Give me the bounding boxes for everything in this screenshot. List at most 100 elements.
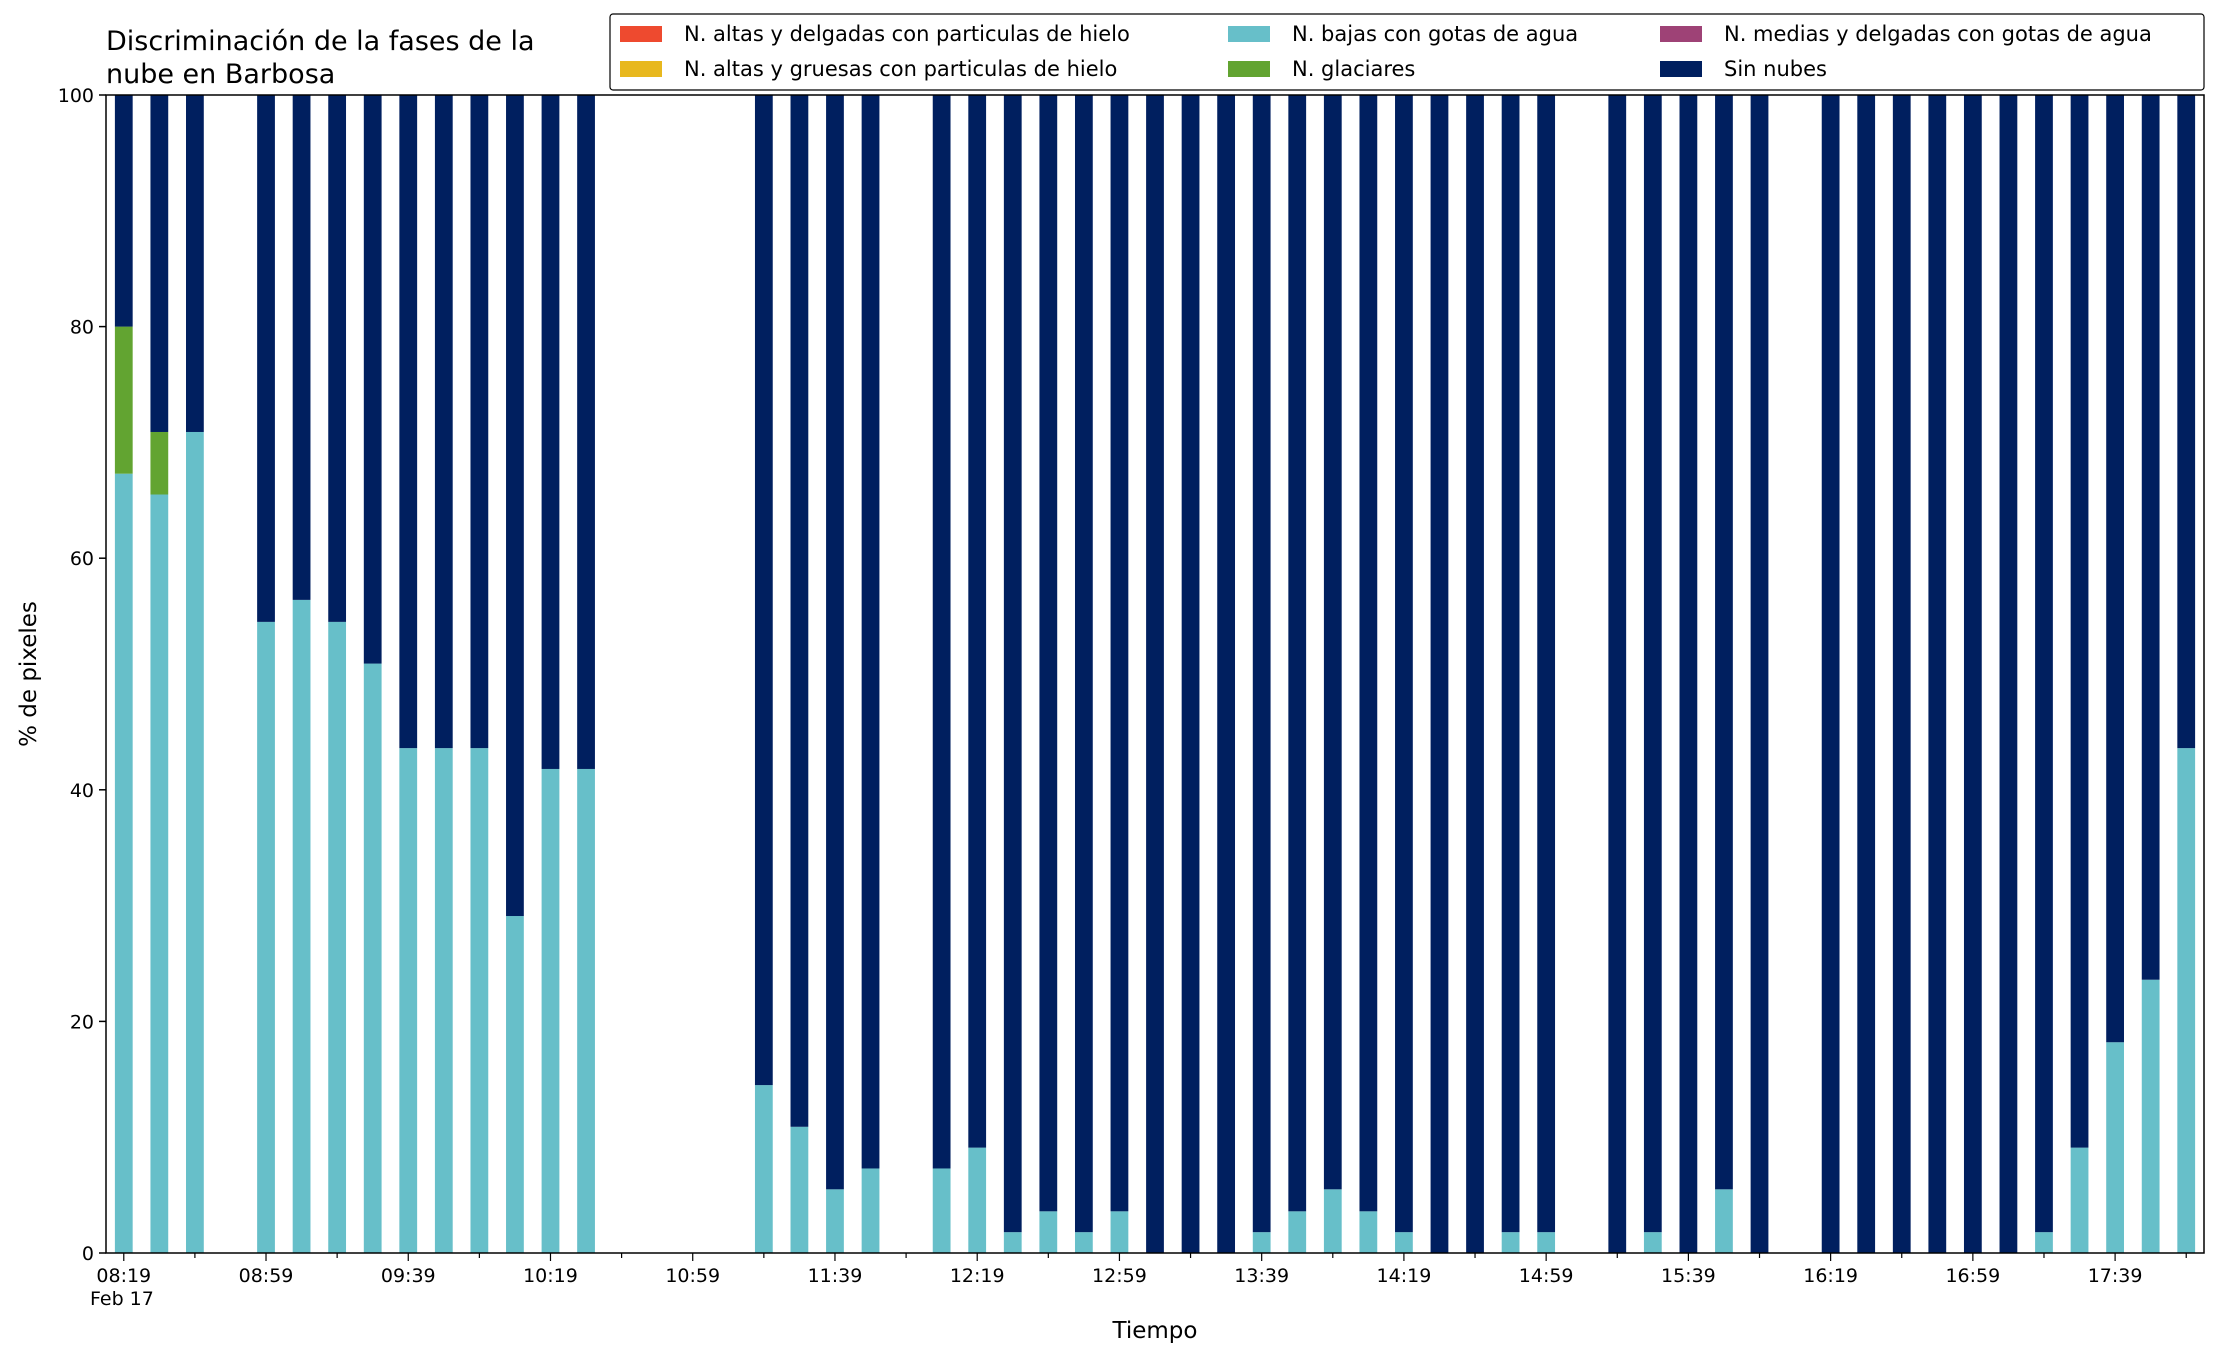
legend-label-clear: Sin nubes <box>1724 57 1827 81</box>
x-tick-label-1019: 10:19 <box>523 1265 578 1287</box>
bar-segment-water_low-1229 <box>1003 1232 1022 1253</box>
chart-title-line-1: Discriminación de la fases de la <box>106 26 535 57</box>
bar-segment-water_low-1119 <box>754 1085 773 1253</box>
bar-segment-clear-1709 <box>1999 95 2018 1253</box>
bar-segment-clear-1419 <box>1395 95 1413 1233</box>
bar-segment-clear-1719 <box>2035 95 2053 1233</box>
legend-swatch-mid_thin <box>1660 26 1702 42</box>
legend-swatch-ice_thick <box>620 61 662 77</box>
bar-segment-clear-1529 <box>1643 95 1662 1233</box>
y-tick-label-100: 100 <box>58 85 94 107</box>
chart-title: Discriminación de la fases de la nube en… <box>106 26 535 90</box>
bar-segment-clear-0949 <box>434 95 453 749</box>
y-tick-label-80: 80 <box>70 317 94 339</box>
bar-segment-water_low-1759 <box>2177 748 2196 1253</box>
bar-segment-water_low-1549 <box>1715 1189 1733 1253</box>
bar-segment-clear-1339 <box>1252 95 1271 1233</box>
legend-label-water_low: N. bajas con gotas de agua <box>1292 22 1578 46</box>
bar-segment-water_low-0819 <box>114 473 133 1253</box>
bar-segment-water_low-1259 <box>1110 1211 1129 1253</box>
bar-segment-water_low-1139 <box>826 1189 844 1253</box>
bar-segment-clear-0819 <box>114 95 133 327</box>
bar-segment-water_low-1219 <box>968 1147 987 1253</box>
bar-segment-clear-1209 <box>932 95 951 1169</box>
bar-segment-clear-1149 <box>861 95 880 1169</box>
bar-segment-clear-1659 <box>1963 95 1982 1253</box>
bar-segment-clear-0829 <box>150 95 169 432</box>
bar-segment-clear-0929 <box>363 95 382 664</box>
bar-segment-clear-1549 <box>1715 95 1733 1190</box>
bar-segment-clear-1359 <box>1323 95 1342 1190</box>
legend-label-ice_thick: N. altas y gruesas con particulas de hie… <box>684 57 1117 81</box>
x-tick-label-1339: 13:39 <box>1234 1265 1289 1287</box>
bar-segment-clear-1539 <box>1679 95 1698 1253</box>
bar-segment-clear-1129 <box>790 95 809 1127</box>
bar-segment-water_low-0939 <box>399 748 418 1253</box>
bar-segment-water_low-1019 <box>541 768 560 1253</box>
legend: N. altas y delgadas con particulas de hi… <box>609 13 2205 91</box>
bar-segment-water_low-1249 <box>1074 1232 1093 1253</box>
bar-segment-water_low-0859 <box>257 621 275 1253</box>
bar-segment-clear-1259 <box>1110 95 1129 1212</box>
bar-segment-water_low-1149 <box>861 1168 880 1253</box>
bar-segment-water_low-1729 <box>2070 1147 2089 1253</box>
bar-segment-clear-1729 <box>2070 95 2089 1148</box>
legend-label-mid_thin: N. medias y delgadas con gotas de agua <box>1724 22 2152 46</box>
bar-segment-clear-1519 <box>1608 95 1627 1253</box>
plot-frame <box>105 94 2205 1254</box>
bar-segment-clear-0859 <box>257 95 275 622</box>
bar-segment-water_low-0919 <box>328 621 347 1253</box>
legend-swatch-glacier <box>1228 61 1270 77</box>
bar-segment-clear-1459 <box>1537 95 1556 1233</box>
chart-title-line-2: nube en Barbosa <box>106 59 335 90</box>
legend-swatch-water_low <box>1228 26 1270 42</box>
bar-segment-water_low-0959 <box>470 748 489 1253</box>
legend-frame <box>609 13 2205 91</box>
bar-segment-clear-1029 <box>577 95 595 769</box>
bar-segment-clear-1229 <box>1003 95 1022 1233</box>
bar-segment-clear-0959 <box>470 95 489 749</box>
x-tick-label-1739: 17:39 <box>2088 1265 2143 1287</box>
y-tick-label-0: 0 <box>82 1243 94 1265</box>
bar-segment-clear-1019 <box>541 95 560 769</box>
bar-segment-water_low-1739 <box>2106 1042 2124 1253</box>
legend-swatch-ice_thin <box>620 26 662 42</box>
bar-segment-clear-1429 <box>1430 95 1449 1253</box>
bar-segment-water_low-0829 <box>150 494 169 1253</box>
bar-segment-glacier-0819 <box>114 326 133 474</box>
bar-segment-clear-1219 <box>968 95 987 1148</box>
x-tick-label-1539: 15:39 <box>1661 1265 1716 1287</box>
x-axis-label: Tiempo <box>1112 1318 1198 1344</box>
x-tick-label-0859: 08:59 <box>239 1265 294 1287</box>
bar-segment-clear-0939 <box>399 95 418 749</box>
bar-segment-clear-1629 <box>1857 95 1876 1253</box>
x-tick-label-1619: 16:19 <box>1803 1265 1858 1287</box>
bar-segment-water_low-1339 <box>1252 1232 1271 1253</box>
x-tick-label-1139: 11:39 <box>808 1265 863 1287</box>
bar-segment-clear-1639 <box>1892 95 1911 1253</box>
bar-segment-water_low-0839 <box>186 431 204 1254</box>
bar-segment-clear-1759 <box>2177 95 2196 749</box>
y-tick-label-40: 40 <box>70 780 94 802</box>
bar-segment-water_low-1029 <box>577 768 595 1253</box>
bars-group <box>114 95 2196 1254</box>
bar-segment-water_low-0949 <box>434 748 453 1253</box>
bar-segment-clear-1439 <box>1466 95 1484 1253</box>
x-tick-label-1419: 14:19 <box>1377 1265 1432 1287</box>
bar-segment-clear-1749 <box>2141 95 2160 980</box>
bar-segment-clear-1249 <box>1074 95 1093 1233</box>
bar-segment-water_low-1009 <box>506 916 524 1253</box>
bar-segment-clear-1009 <box>506 95 524 917</box>
bar-segment-water_low-1349 <box>1288 1211 1307 1253</box>
bar-segment-water_low-0929 <box>363 663 382 1253</box>
bar-segment-water_low-1409 <box>1359 1211 1378 1253</box>
bar-segment-water_low-1209 <box>932 1168 951 1253</box>
bar-segment-water_low-1529 <box>1643 1232 1662 1253</box>
bar-segment-clear-1349 <box>1288 95 1307 1212</box>
bar-segment-glacier-0829 <box>150 431 169 495</box>
x-axis: Feb 17 08:19 08:59 09:39 10:19 10:59 11:39 12:… <box>90 1253 2187 1310</box>
bar-segment-water_low-1359 <box>1323 1189 1342 1253</box>
legend-label-glacier: N. glaciares <box>1292 57 1415 81</box>
bar-segment-water_low-1449 <box>1501 1232 1520 1253</box>
